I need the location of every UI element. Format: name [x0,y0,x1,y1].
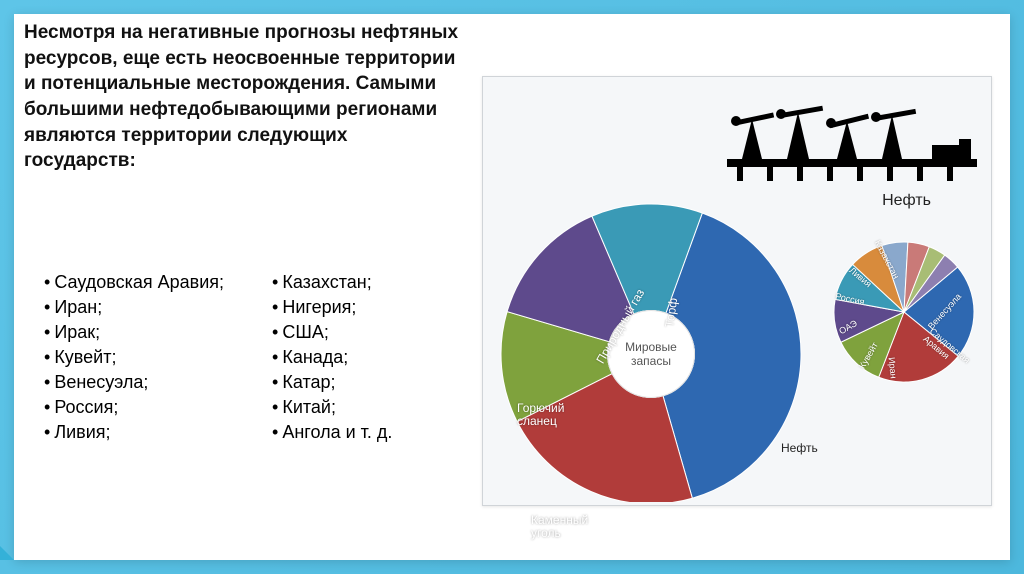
list-column-1: Саудовская Аравия; Иран; Ирак; Кувейт; Венес… [44,272,224,443]
list-item: Иран; [44,297,224,318]
list-item: Россия; [44,397,224,418]
list-item: Нигерия; [272,297,392,318]
figure-panel: Нефть Мировые запасы НефтьКаменный уголь… [482,76,992,506]
country-lists: Саудовская Аравия; Иран; Ирак; Кувейт; Венес… [44,272,392,443]
list-item: Саудовская Аравия; [44,272,224,293]
list-column-2: Казахстан; Нигерия; США; Канада; Катар; Китай… [272,272,392,443]
main-pie-center-label: Мировые запасы [607,310,695,398]
list-item: Казахстан; [272,272,392,293]
center-line1: Мировые [625,340,677,354]
list-item: Кувейт; [44,347,224,368]
pie-slice-label: Каменный уголь [531,514,621,540]
corner-accent [0,490,14,560]
list-item: США; [272,322,392,343]
list-item: Китай; [272,397,392,418]
list-item: Ливия; [44,422,224,443]
slide: Несмотря на негативные прогнозы нефтяных… [14,14,1010,560]
small-pie-chart [829,237,979,387]
neft-caption: Нефть [882,192,931,210]
list-item: Венесуэла; [44,372,224,393]
center-line2: запасы [631,354,671,368]
list-item: Ирак; [44,322,224,343]
heading-text: Несмотря на негативные прогнозы нефтяных… [24,20,464,174]
list-item: Канада; [272,347,392,368]
list-item: Катар; [272,372,392,393]
oil-rig-silhouette [727,91,977,181]
list-item: Ангола и т. д. [272,422,392,443]
